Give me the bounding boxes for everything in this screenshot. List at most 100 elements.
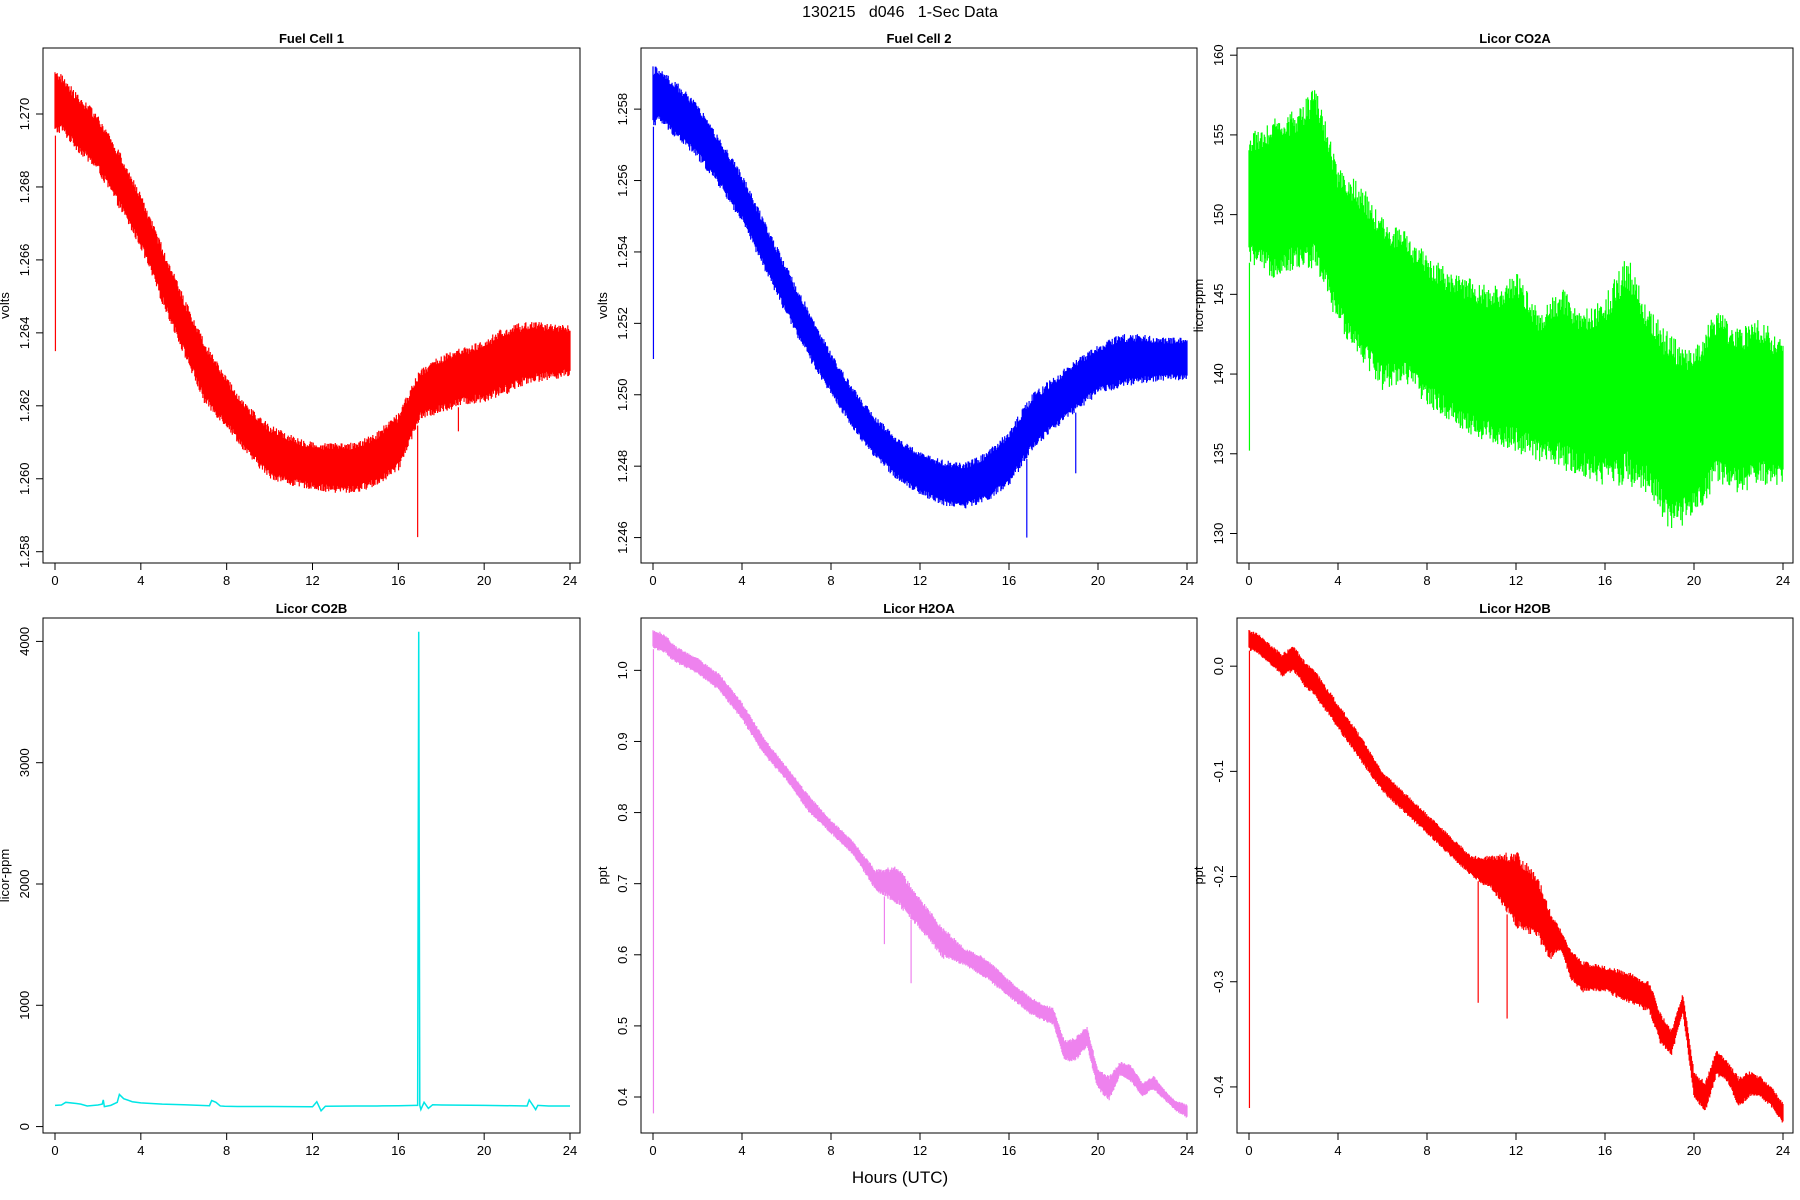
plot-frame <box>640 47 1198 564</box>
x-tick-label: 16 <box>391 573 405 588</box>
y-tick-label: 1.270 <box>17 98 32 131</box>
x-tick-label: 16 <box>1598 1143 1612 1158</box>
y-tick-label: 1.260 <box>17 462 32 495</box>
y-tick-label: 1.266 <box>17 244 32 277</box>
y-tick-label: 0.6 <box>615 946 630 964</box>
y-tick-label: 1.252 <box>615 307 630 340</box>
y-axis-label: volts <box>0 292 12 319</box>
y-tick-label: -0.3 <box>1211 971 1226 993</box>
x-tick-label: 20 <box>477 573 491 588</box>
x-tick-label: 0 <box>1245 573 1252 588</box>
y-axis-label: volts <box>595 292 610 319</box>
y-tick-label: 1.268 <box>17 171 32 204</box>
y-axis-label: licor-ppm <box>0 849 12 902</box>
x-tick-label: 0 <box>649 573 656 588</box>
x-tick-label: 4 <box>1334 1143 1341 1158</box>
x-tick-label: 24 <box>563 1143 577 1158</box>
y-tick-label: 0.5 <box>615 1017 630 1035</box>
y-tick-label: 1.258 <box>17 535 32 568</box>
chart-title: Licor CO2B <box>276 601 348 616</box>
chart-panel-2: Fuel Cell 2 volts 0 4 8 12 16 20 24 1.246 1.248 1.2… <box>595 31 1198 588</box>
y-tick-label: 1.264 <box>17 317 32 350</box>
y-tick-label: 1.256 <box>615 164 630 197</box>
data-series-band <box>653 77 1187 500</box>
x-tick-label: 20 <box>1687 1143 1701 1158</box>
x-tick-label: 24 <box>1180 1143 1194 1158</box>
x-tick-label: 16 <box>1002 1143 1016 1158</box>
data-series-band <box>55 83 570 484</box>
y-tick-label: 1.246 <box>615 521 630 554</box>
x-tick-label: 8 <box>827 573 834 588</box>
y-tick-label: 155 <box>1211 124 1226 146</box>
plot-frame <box>42 47 581 564</box>
data-series-band <box>1249 633 1783 1120</box>
x-tick-label: 0 <box>649 1143 656 1158</box>
y-tick-label: 160 <box>1211 44 1226 66</box>
x-tick-label: 20 <box>1687 573 1701 588</box>
y-tick-label: 140 <box>1211 363 1226 385</box>
chart-panel-4: Licor CO2B licor-ppm 0 4 8 12 16 20 24 0 1000 2000 3… <box>0 601 581 1158</box>
x-axis-label: Hours (UTC) <box>851 1168 949 1187</box>
y-tick-label: 0 <box>17 1123 32 1130</box>
x-tick-label: 0 <box>51 1143 58 1158</box>
plot-frame <box>1236 617 1794 1134</box>
y-tick-label: 1.0 <box>615 661 630 679</box>
y-tick-label: 130 <box>1211 523 1226 545</box>
data-series <box>652 66 1188 509</box>
y-axis-label: ppt <box>1191 866 1206 884</box>
x-tick-label: 12 <box>913 1143 927 1158</box>
y-tick-label: 0.8 <box>615 804 630 822</box>
y-tick-label: 0.0 <box>1211 657 1226 675</box>
x-tick-label: 12 <box>1509 573 1523 588</box>
y-axis-label: licor-ppm <box>1191 279 1206 332</box>
chart-title: Fuel Cell 1 <box>279 31 344 46</box>
x-tick-label: 16 <box>1002 573 1016 588</box>
y-tick-label: 3000 <box>17 748 32 777</box>
x-tick-label: 8 <box>223 1143 230 1158</box>
y-tick-label: 0.4 <box>615 1088 630 1106</box>
y-tick-label: -0.4 <box>1211 1076 1226 1098</box>
chart-title: Licor CO2A <box>1479 31 1551 46</box>
chart-panel-5: Licor H2OA ppt 0 4 8 12 16 20 24 0.4 0.5 0.6 0.7 0.8 0… <box>595 601 1198 1158</box>
y-tick-label: 4000 <box>17 627 32 656</box>
data-series-band <box>1249 123 1783 494</box>
y-tick-label: 1.262 <box>17 390 32 423</box>
x-tick-label: 8 <box>223 573 230 588</box>
x-tick-label: 20 <box>1091 1143 1105 1158</box>
chart-title: Fuel Cell 2 <box>886 31 951 46</box>
x-tick-label: 20 <box>1091 573 1105 588</box>
chart-title: Licor H2OB <box>1479 601 1551 616</box>
data-series <box>54 631 570 1113</box>
plot-frame <box>640 617 1198 1134</box>
x-tick-label: 4 <box>738 1143 745 1158</box>
x-tick-label: 12 <box>1509 1143 1523 1158</box>
x-tick-label: 4 <box>738 573 745 588</box>
plot-frame <box>1236 47 1794 564</box>
y-tick-label: 150 <box>1211 204 1226 226</box>
x-tick-label: 12 <box>305 573 319 588</box>
y-tick-label: 1.248 <box>615 450 630 483</box>
x-tick-label: 12 <box>305 1143 319 1158</box>
y-tick-label: 1000 <box>17 991 32 1020</box>
y-tick-label: -0.1 <box>1211 760 1226 782</box>
x-tick-label: 24 <box>563 573 577 588</box>
y-axis-label: ppt <box>595 866 610 884</box>
x-tick-label: 8 <box>1423 573 1430 588</box>
y-tick-label: 1.250 <box>615 378 630 411</box>
y-tick-label: 1.258 <box>615 93 630 126</box>
y-tick-label: 2000 <box>17 870 32 899</box>
x-tick-label: 24 <box>1776 573 1790 588</box>
x-tick-label: 8 <box>1423 1143 1430 1158</box>
x-tick-label: 4 <box>137 1143 144 1158</box>
x-tick-label: 24 <box>1180 573 1194 588</box>
x-tick-label: 0 <box>51 573 58 588</box>
data-series <box>54 72 571 493</box>
y-tick-label: 0.7 <box>615 875 630 893</box>
x-tick-label: 8 <box>827 1143 834 1158</box>
chart-panel-1: Fuel Cell 1 volts 0 4 8 12 16 20 24 1.258 1.260 1.2… <box>0 31 581 588</box>
x-tick-label: 4 <box>1334 573 1341 588</box>
x-tick-label: 24 <box>1776 1143 1790 1158</box>
plot-frame <box>42 617 581 1134</box>
x-tick-label: 0 <box>1245 1143 1252 1158</box>
